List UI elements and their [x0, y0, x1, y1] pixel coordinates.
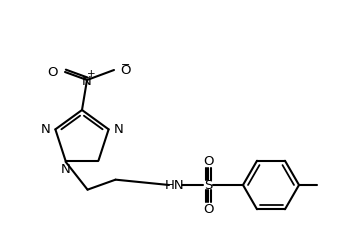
Text: +: + — [87, 69, 95, 79]
Text: O: O — [47, 65, 58, 78]
Text: −: − — [121, 60, 131, 70]
Text: O: O — [203, 203, 213, 216]
Text: O: O — [203, 155, 213, 168]
Text: N: N — [114, 123, 124, 136]
Text: O: O — [120, 63, 130, 76]
Text: N: N — [61, 163, 70, 176]
Text: S: S — [204, 179, 212, 192]
Text: N: N — [82, 74, 92, 87]
Text: HN: HN — [165, 179, 185, 192]
Text: N: N — [41, 123, 50, 136]
